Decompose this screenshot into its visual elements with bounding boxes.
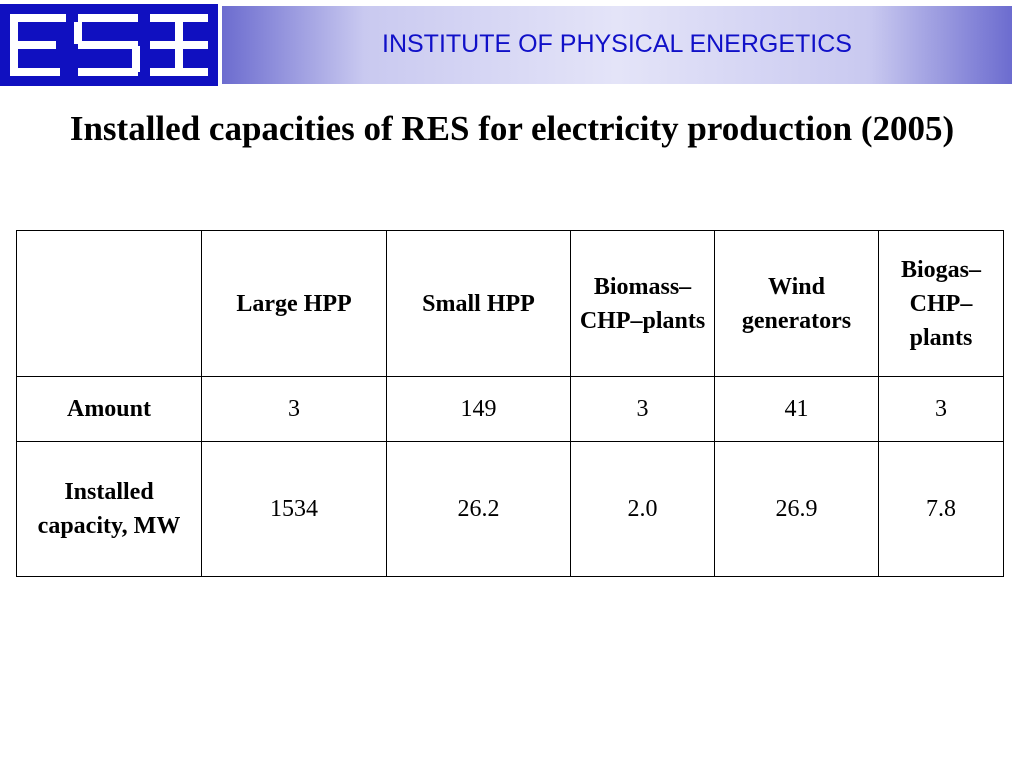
column-header: Biomass–CHP–plants [570, 230, 715, 377]
cell: 26.2 [386, 441, 571, 577]
table-row: Installed capacity, MW 1534 26.2 2.0 26.… [16, 441, 1004, 577]
column-header: Small HPP [386, 230, 571, 377]
cell: 26.9 [714, 441, 879, 577]
organization: INSTITUTE OF PHYSICAL ENERGETICS [382, 30, 852, 58]
row-label: Installed capacity, MW [16, 441, 202, 577]
column-header: Wind generators [714, 230, 879, 377]
row-label: Amount [16, 376, 202, 442]
data-table: Large HPP Small HPP Biomass–CHP–plants W… [16, 230, 1004, 577]
cell: 2.0 [570, 441, 715, 577]
corner-cell [16, 230, 202, 377]
header-band [222, 6, 1012, 84]
cell: 7.8 [878, 441, 1004, 577]
cell: 3 [201, 376, 387, 442]
cell: 3 [570, 376, 715, 442]
header-row: Large HPP Small HPP Biomass–CHP–plants W… [16, 230, 1004, 377]
cell: 41 [714, 376, 879, 442]
cell: 1534 [201, 441, 387, 577]
table-row: Amount 3 149 3 41 3 [16, 376, 1004, 442]
column-header: Large HPP [201, 230, 387, 377]
logo [0, 4, 218, 86]
cell: 149 [386, 376, 571, 442]
column-header: Biogas–CHP–plants [878, 230, 1004, 377]
slide-title: Installed capacities of RES for electric… [69, 109, 955, 148]
cell: 3 [878, 376, 1004, 442]
